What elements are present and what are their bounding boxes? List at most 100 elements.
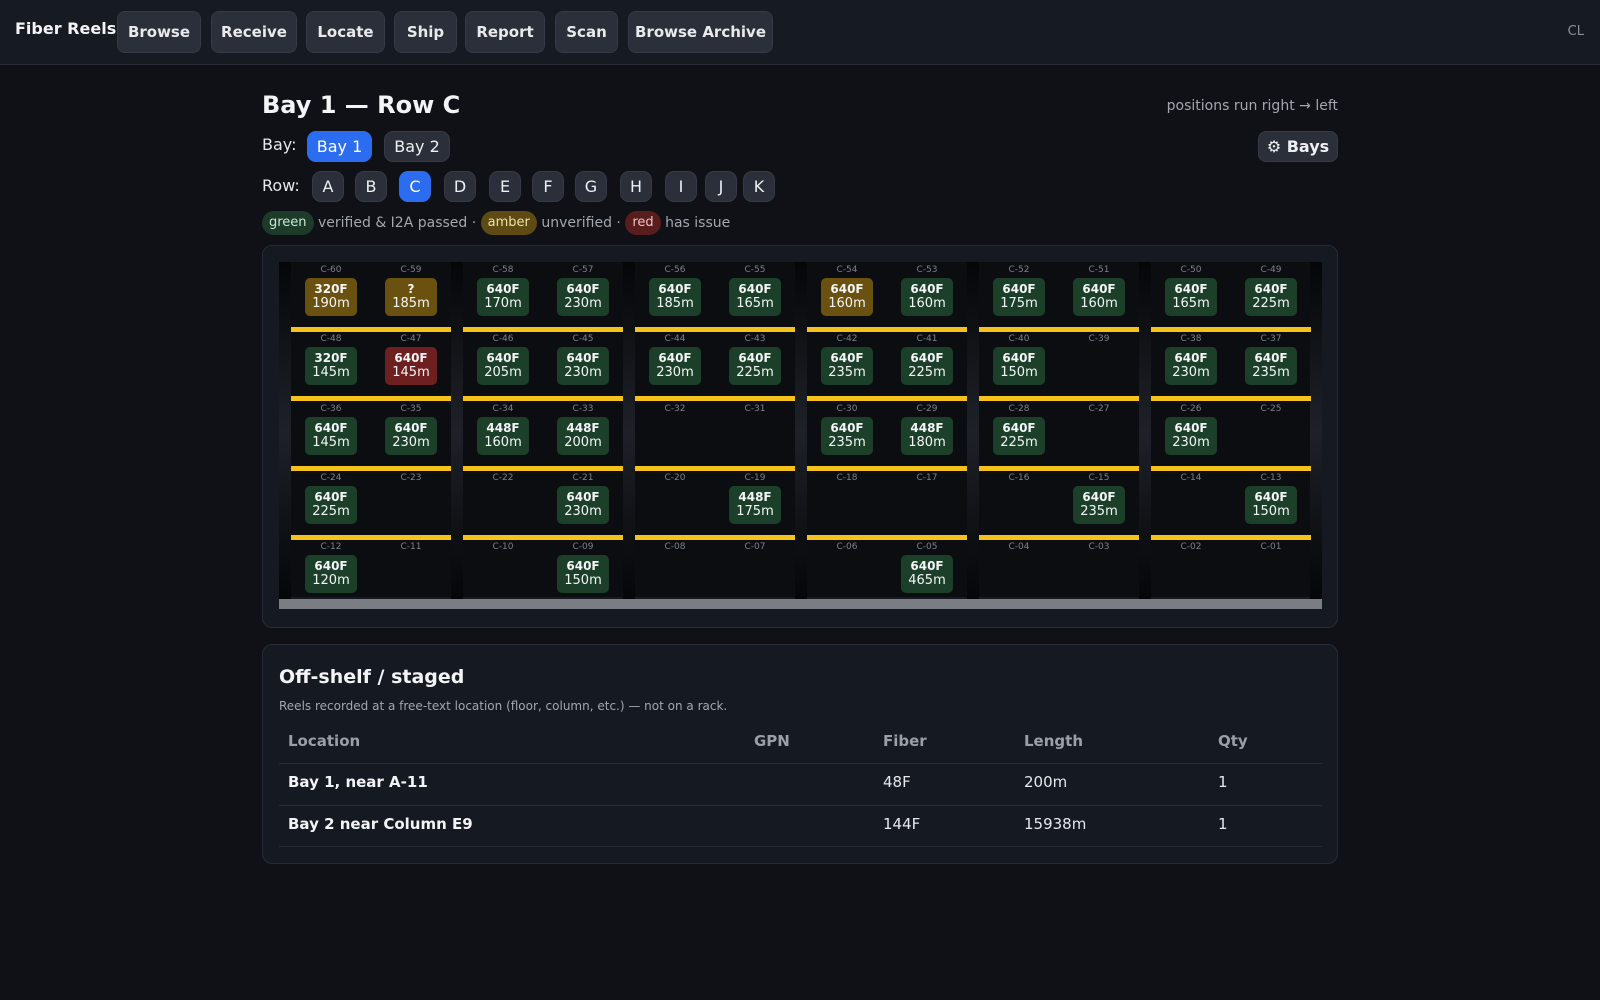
reel-tile-c-33[interactable]: 448F 200m: [557, 417, 609, 455]
slot-position-label: C-11: [400, 542, 422, 552]
reel-tile-c-15[interactable]: 640F 235m: [1073, 486, 1125, 524]
reel-tile-c-42[interactable]: 640F 235m: [821, 347, 873, 385]
reel-tile-c-41[interactable]: 640F 225m: [901, 347, 953, 385]
reel-tile-c-30[interactable]: 640F 235m: [821, 417, 873, 455]
reel-tile-c-58[interactable]: 640F 170m: [477, 278, 529, 316]
row-i-button[interactable]: I: [665, 171, 697, 202]
reel-tile-c-43[interactable]: 640F 225m: [729, 347, 781, 385]
reel-tile-c-40[interactable]: 640F 150m: [993, 347, 1045, 385]
reel-tile-c-21[interactable]: 640F 230m: [557, 486, 609, 524]
rack-floor: [279, 599, 1322, 609]
table-divider: [279, 805, 1322, 806]
reel-tile-c-34[interactable]: 448F 160m: [477, 417, 529, 455]
row-j-button[interactable]: J: [705, 171, 737, 202]
reel-tile-c-60[interactable]: 320F 190m: [305, 278, 357, 316]
reel-tile-c-54[interactable]: 640F 160m: [821, 278, 873, 316]
slot-position-label: C-36: [320, 404, 342, 414]
row-d-button[interactable]: D: [444, 171, 476, 202]
row-location: Bay 2 near Column E9: [288, 815, 473, 833]
slot-position-label: C-15: [1088, 473, 1110, 483]
slot-position-label: C-23: [400, 473, 422, 483]
reel-tile-c-13[interactable]: 640F 150m: [1245, 486, 1297, 524]
reel-length: 165m: [1172, 296, 1210, 311]
reel-tile-c-26[interactable]: 640F 230m: [1165, 417, 1217, 455]
rack-beam: [635, 396, 795, 401]
nav-report-button[interactable]: Report: [465, 11, 545, 53]
reel-fiber-count: 640F: [566, 490, 600, 504]
reel-tile-c-52[interactable]: 640F 175m: [993, 278, 1045, 316]
reel-fiber-count: 640F: [830, 351, 864, 365]
row-c-button[interactable]: C: [399, 171, 431, 202]
reel-tile-c-45[interactable]: 640F 230m: [557, 347, 609, 385]
rack-upright: [967, 262, 979, 599]
reel-tile-c-29[interactable]: 448F 180m: [901, 417, 953, 455]
slot-position-label: C-22: [492, 473, 514, 483]
reel-tile-c-35[interactable]: 640F 230m: [385, 417, 437, 455]
bay-2-button[interactable]: Bay 2: [384, 131, 450, 162]
legend-red-chip: red: [625, 211, 661, 235]
reel-fiber-count: 640F: [1254, 282, 1288, 296]
reel-tile-c-46[interactable]: 640F 205m: [477, 347, 529, 385]
reel-fiber-count: 640F: [486, 282, 520, 296]
slot-position-label: C-37: [1260, 334, 1282, 344]
reel-tile-c-47[interactable]: 640F 145m: [385, 347, 437, 385]
reel-tile-c-19[interactable]: 448F 175m: [729, 486, 781, 524]
reel-tile-c-50[interactable]: 640F 165m: [1165, 278, 1217, 316]
row-k-button[interactable]: K: [743, 171, 775, 202]
reel-tile-c-37[interactable]: 640F 235m: [1245, 347, 1297, 385]
slot-position-label: C-12: [320, 542, 342, 552]
bays-settings-button[interactable]: ⚙ Bays: [1258, 131, 1338, 162]
reel-tile-c-09[interactable]: 640F 150m: [557, 555, 609, 593]
rack-beam: [979, 396, 1139, 401]
nav-browse-archive-button[interactable]: Browse Archive: [628, 11, 773, 53]
reel-tile-c-28[interactable]: 640F 225m: [993, 417, 1045, 455]
row-a-button[interactable]: A: [312, 171, 344, 202]
row-e-button[interactable]: E: [489, 171, 521, 202]
reel-tile-c-53[interactable]: 640F 160m: [901, 278, 953, 316]
column-header-length: Length: [1024, 732, 1083, 750]
reel-tile-c-38[interactable]: 640F 230m: [1165, 347, 1217, 385]
reel-length: 225m: [908, 365, 946, 380]
reel-tile-c-51[interactable]: 640F 160m: [1073, 278, 1125, 316]
reel-length: 145m: [392, 365, 430, 380]
reel-fiber-count: 640F: [910, 559, 944, 573]
reel-fiber-count: 640F: [566, 282, 600, 296]
nav-locate-button[interactable]: Locate: [306, 11, 385, 53]
reel-tile-c-36[interactable]: 640F 145m: [305, 417, 357, 455]
row-g-button[interactable]: G: [575, 171, 607, 202]
row-f-button[interactable]: F: [532, 171, 564, 202]
reel-tile-c-49[interactable]: 640F 225m: [1245, 278, 1297, 316]
reel-fiber-count: 640F: [830, 282, 864, 296]
reel-length: 235m: [1252, 365, 1290, 380]
reel-length: 225m: [1252, 296, 1290, 311]
reel-tile-c-57[interactable]: 640F 230m: [557, 278, 609, 316]
legend-green-chip: green: [262, 211, 314, 235]
slot-position-label: C-03: [1088, 542, 1110, 552]
nav-ship-button[interactable]: Ship: [394, 11, 457, 53]
reel-length: 170m: [484, 296, 522, 311]
row-h-button[interactable]: H: [620, 171, 652, 202]
reel-tile-c-44[interactable]: 640F 230m: [649, 347, 701, 385]
reel-tile-c-59[interactable]: ? 185m: [385, 278, 437, 316]
reel-tile-c-48[interactable]: 320F 145m: [305, 347, 357, 385]
row-b-button[interactable]: B: [355, 171, 387, 202]
reel-tile-c-24[interactable]: 640F 225m: [305, 486, 357, 524]
rack-beam: [291, 396, 451, 401]
nav-browse-button[interactable]: Browse: [117, 11, 201, 53]
nav-receive-button[interactable]: Receive: [211, 11, 297, 53]
reel-fiber-count: 640F: [314, 559, 348, 573]
slot-position-label: C-39: [1088, 334, 1110, 344]
bay-1-button[interactable]: Bay 1: [307, 131, 372, 162]
reel-length: 160m: [828, 296, 866, 311]
reel-tile-c-05[interactable]: 640F 465m: [901, 555, 953, 593]
reel-tile-c-55[interactable]: 640F 165m: [729, 278, 781, 316]
user-initials[interactable]: CL: [1567, 24, 1584, 39]
reel-tile-c-56[interactable]: 640F 185m: [649, 278, 701, 316]
reel-fiber-count: 640F: [1174, 421, 1208, 435]
slot-position-label: C-17: [916, 473, 938, 483]
row-length: 15938m: [1024, 815, 1087, 833]
reel-length: 165m: [736, 296, 774, 311]
nav-scan-button[interactable]: Scan: [555, 11, 618, 53]
reel-tile-c-12[interactable]: 640F 120m: [305, 555, 357, 593]
reel-fiber-count: 640F: [1254, 351, 1288, 365]
